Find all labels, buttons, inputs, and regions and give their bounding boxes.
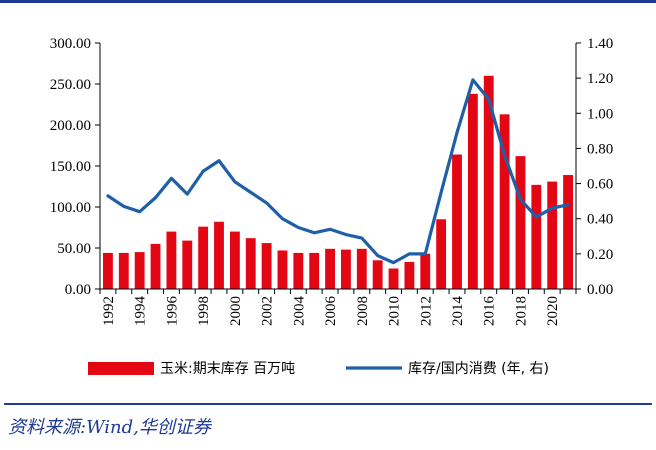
- bar-2016: [483, 75, 494, 289]
- top-rule: [0, 0, 656, 3]
- x-tick-label: 2010: [387, 296, 403, 326]
- bar-2004: [293, 252, 304, 289]
- bar-2003: [277, 250, 288, 289]
- bar-2015: [467, 93, 478, 289]
- x-tick-label: 2006: [323, 296, 339, 327]
- bar-2010: [388, 268, 399, 289]
- left-axis: 0.00 50.00 100.00 150.00 200.00 250.00 300.00: [50, 36, 100, 298]
- series-line: [106, 78, 570, 265]
- x-tick-label: 1992: [101, 296, 117, 326]
- source-note: 资料来源:Wind,华创证券: [8, 417, 211, 438]
- x-tick-label: 2014: [450, 296, 466, 327]
- left-tick-label: 100.00: [50, 200, 91, 216]
- bar-2001: [245, 238, 256, 289]
- bar-series: [103, 75, 573, 289]
- left-tick-label: 250.00: [50, 77, 91, 93]
- left-tick-label: 300.00: [50, 36, 91, 52]
- bar-2005: [309, 252, 320, 289]
- right-tick-label: 0.60: [587, 177, 613, 193]
- left-tick-label: 50.00: [57, 241, 91, 257]
- x-tick-label: 2018: [513, 296, 529, 326]
- bottom-rule: [4, 403, 652, 405]
- x-tick-label: 2008: [355, 296, 371, 326]
- left-tick-label: 150.00: [50, 159, 91, 175]
- x-tick-label: 2020: [545, 296, 561, 326]
- x-tick-label: 2000: [228, 296, 244, 326]
- bar-2019: [531, 184, 542, 289]
- bar-1996: [166, 231, 177, 289]
- chart: 0.0050.00100.00150.00200.00250.00300.00 …: [50, 36, 614, 377]
- right-tick-label: 1.20: [587, 71, 613, 87]
- bar-2018: [515, 156, 526, 289]
- legend-bar-label: 玉米:期末库存 百万吨: [160, 361, 295, 377]
- bar-2017: [499, 114, 510, 289]
- bar-2013: [436, 219, 447, 289]
- bar-1999: [214, 221, 224, 289]
- x-tick-label: 2002: [260, 296, 276, 326]
- bar-1992: [103, 252, 113, 289]
- right-tick-label: 0.00: [587, 282, 613, 298]
- bar-2009: [372, 260, 383, 289]
- left-tick-label: 0.00: [65, 282, 91, 298]
- bar-2006: [325, 248, 335, 289]
- bar-2007: [341, 249, 351, 289]
- bar-2014: [452, 154, 462, 289]
- x-tick-label: 2004: [291, 296, 307, 327]
- x-tick-label: 2012: [418, 296, 434, 326]
- right-tick-label: 0.40: [587, 212, 613, 228]
- right-axis: 0.00 0.20 0.40 0.60 0.80 1.00 1.20 1.40: [576, 36, 613, 298]
- x-tick-label: 2016: [482, 296, 498, 327]
- legend-line-label: 库存/国内消费 (年, 右): [408, 361, 549, 377]
- legend-bar-swatch: [88, 362, 154, 375]
- bar-2008: [356, 248, 367, 289]
- bar-2020: [547, 181, 558, 289]
- bar-2021: [563, 175, 573, 289]
- bar-2000: [229, 231, 240, 289]
- line-series: [106, 78, 570, 265]
- x-axis: 1992 1994 1996 1998 2000 2002 2004 2006 2008 2010…: [99, 289, 577, 327]
- left-tick-label: 200.00: [50, 118, 91, 134]
- right-tick-label: 1.40: [587, 36, 613, 52]
- x-tick-label: 1994: [133, 296, 149, 327]
- bar-1995: [150, 243, 161, 289]
- legend: 玉米:期末库存 百万吨 库存/国内消费 (年, 右): [88, 361, 549, 377]
- bar-1997: [182, 240, 193, 289]
- bar-2012: [420, 253, 431, 289]
- right-tick-label: 1.00: [587, 106, 613, 122]
- bar-2011: [404, 261, 415, 289]
- x-tick-label: 1998: [196, 296, 212, 326]
- x-tick-label: 1996: [164, 296, 180, 327]
- bar-2002: [261, 243, 272, 289]
- right-tick-label: 0.20: [587, 247, 613, 263]
- bar-1994: [134, 252, 145, 289]
- right-tick-label: 0.80: [587, 141, 613, 157]
- bar-1993: [118, 252, 129, 289]
- bar-1998: [198, 226, 209, 289]
